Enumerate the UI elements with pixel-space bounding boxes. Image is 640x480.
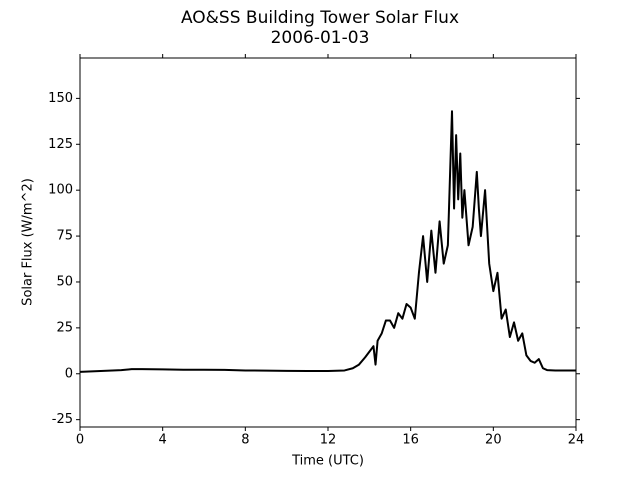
y-tick-label: 0 bbox=[65, 366, 73, 381]
data-line bbox=[79, 110, 576, 373]
y-tick-label: 75 bbox=[56, 229, 73, 244]
y-axis-label: Solar Flux (W/m^2) bbox=[21, 178, 36, 306]
y-tick-label: 50 bbox=[56, 274, 73, 289]
y-tick-label: 25 bbox=[56, 320, 73, 335]
y-tick-label: 150 bbox=[48, 91, 73, 106]
x-axis-label: Time (UTC) bbox=[291, 454, 364, 469]
y-tick-label: -25 bbox=[52, 412, 73, 427]
x-tick-label: 20 bbox=[485, 433, 502, 448]
chart-subtitle: 2006-01-03 bbox=[271, 28, 370, 48]
x-tick-label: 12 bbox=[320, 433, 337, 448]
y-tick-label: 125 bbox=[48, 137, 73, 152]
x-tick-label: 24 bbox=[568, 433, 585, 448]
y-tick-label: 100 bbox=[48, 183, 73, 198]
x-tick-label: 4 bbox=[159, 433, 167, 448]
x-tick-label: 16 bbox=[402, 433, 419, 448]
x-tick-label: 0 bbox=[76, 433, 84, 448]
plot-frame bbox=[79, 57, 577, 428]
chart-title: AO&SS Building Tower Solar Flux bbox=[181, 8, 459, 28]
x-tick-label: 8 bbox=[241, 433, 249, 448]
